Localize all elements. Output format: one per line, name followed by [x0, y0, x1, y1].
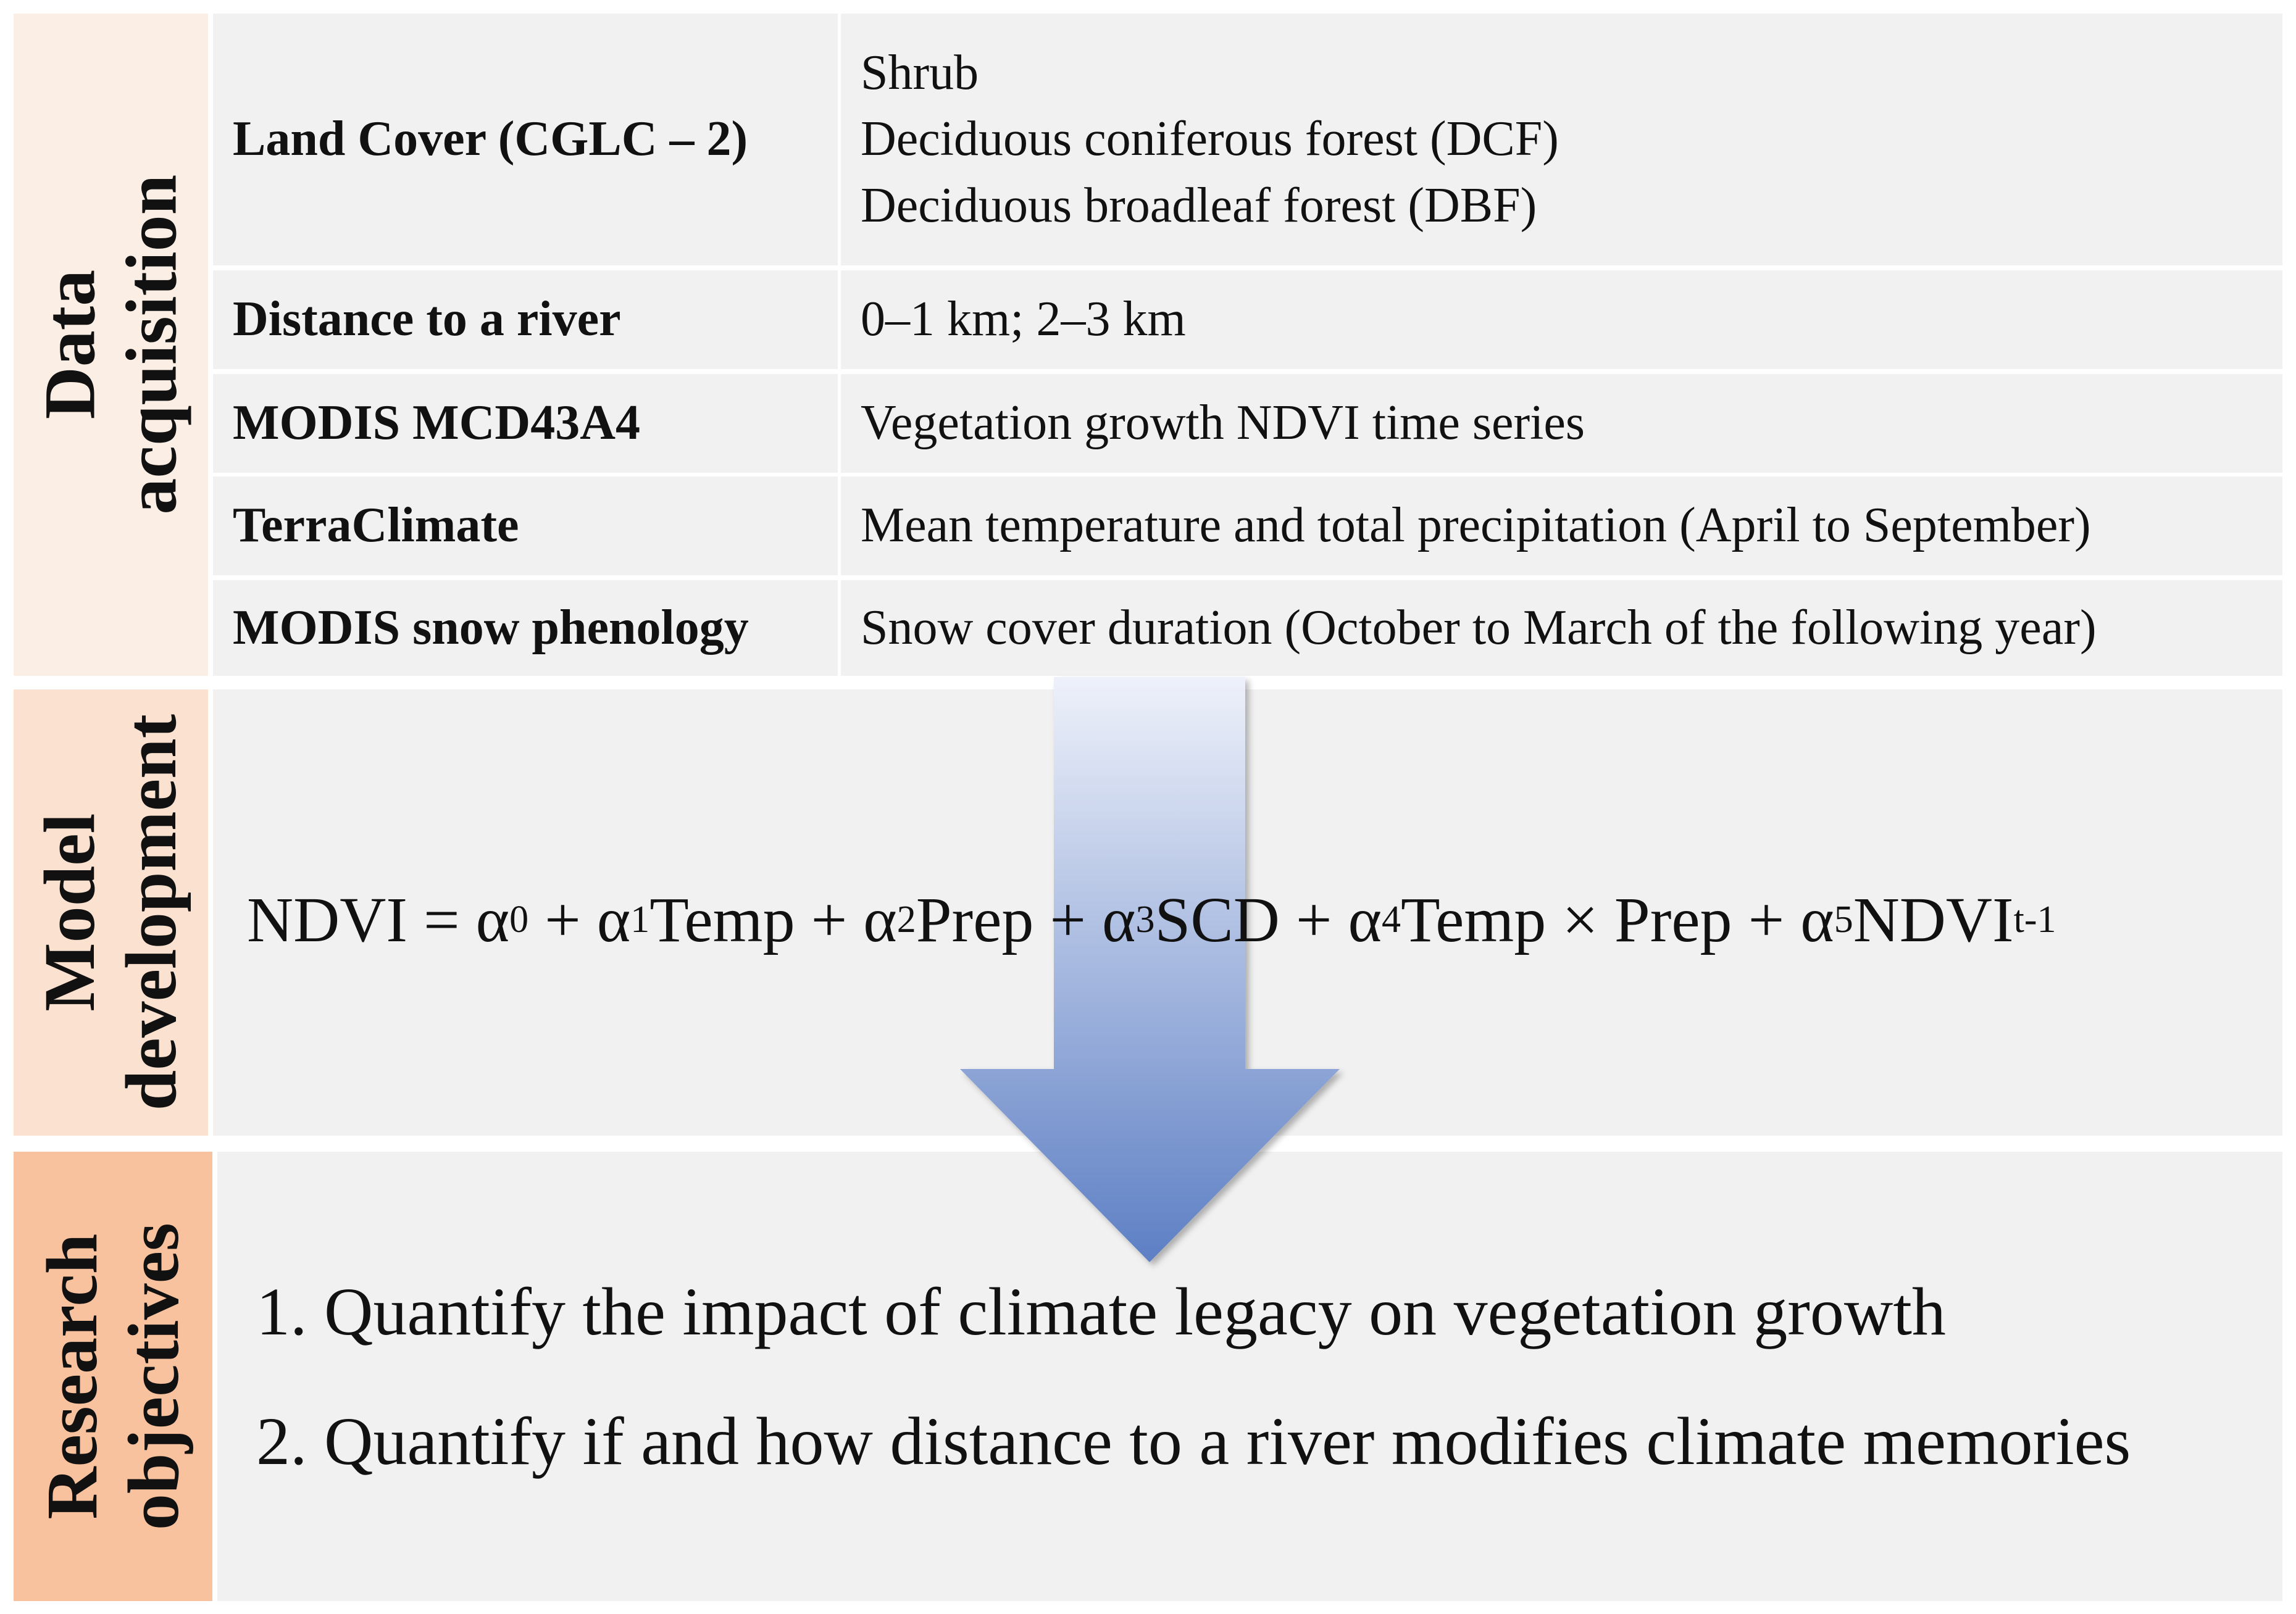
section-model-development: Model development — [14, 689, 208, 1136]
cell-text: TerraClimate — [233, 498, 519, 553]
section-data-acquisition: Data acquisition — [14, 14, 208, 676]
cell-text: Deciduous broadleaf forest (DBF) — [861, 178, 1537, 233]
cell-text: MODIS snow phenology — [233, 600, 749, 655]
section-research-objectives: Research objectives — [14, 1152, 212, 1601]
formula-term: SCD — [1154, 884, 1280, 955]
objective-item: 1. Quantify the impact of climate legacy… — [256, 1274, 1946, 1349]
table-row-0-source: Land Cover (CGLC – 2) — [213, 14, 838, 265]
formula-term: Prep — [916, 884, 1034, 955]
table-row-1-source: Distance to a river — [213, 270, 838, 369]
formula-term: Temp — [649, 884, 795, 955]
table-row-2-details: Vegetation growth NDVI time series — [841, 374, 2282, 473]
formula-coefficient: + α — [528, 884, 631, 955]
formula-coefficient: + α — [1279, 884, 1382, 955]
table-row-4-details: Snow cover duration (October to March of… — [841, 580, 2282, 676]
table-row-3-details: Mean temperature and total precipitation… — [841, 476, 2282, 575]
table-row-1-details: 0–1 km; 2–3 km — [841, 270, 2282, 369]
cell-text: Deciduous coniferous forest (DCF) — [861, 112, 1559, 167]
objectives-panel — [217, 1152, 2282, 1601]
table-row-0-details: Shrub Deciduous coniferous forest (DCF) … — [841, 14, 2282, 265]
formula-term: NDVI — [1853, 884, 2014, 955]
formula-lhs: NDVI = — [247, 884, 460, 955]
cell-text: Shrub — [861, 46, 979, 101]
formula-coefficient: α — [459, 884, 510, 955]
model-panel — [213, 689, 2282, 1136]
table-row-4-source: MODIS snow phenology — [213, 580, 838, 676]
table-row-3-source: TerraClimate — [213, 476, 838, 575]
cell-text: Mean temperature and total precipitation… — [861, 498, 2091, 553]
formula-coefficient: + α — [795, 884, 897, 955]
formula-term: Temp × Prep — [1400, 884, 1732, 955]
formula-coefficient: + α — [1033, 884, 1136, 955]
table-row-2-source: MODIS MCD43A4 — [213, 374, 838, 473]
objectives-list: 1. Quantify the impact of climate legacy… — [256, 1278, 2131, 1537]
cell-text: Vegetation growth NDVI time series — [861, 396, 1585, 451]
formula-coefficient: + α — [1732, 884, 1834, 955]
cell-text: 0–1 km; 2–3 km — [861, 292, 1186, 347]
cell-text: Land Cover (CGLC – 2) — [233, 112, 748, 167]
cell-text: MODIS MCD43A4 — [233, 396, 640, 451]
cell-text: Distance to a river — [233, 292, 621, 347]
cell-text: Snow cover duration (October to March of… — [861, 600, 2097, 655]
objective-item: 2. Quantify if and how distance to a riv… — [256, 1404, 2131, 1479]
